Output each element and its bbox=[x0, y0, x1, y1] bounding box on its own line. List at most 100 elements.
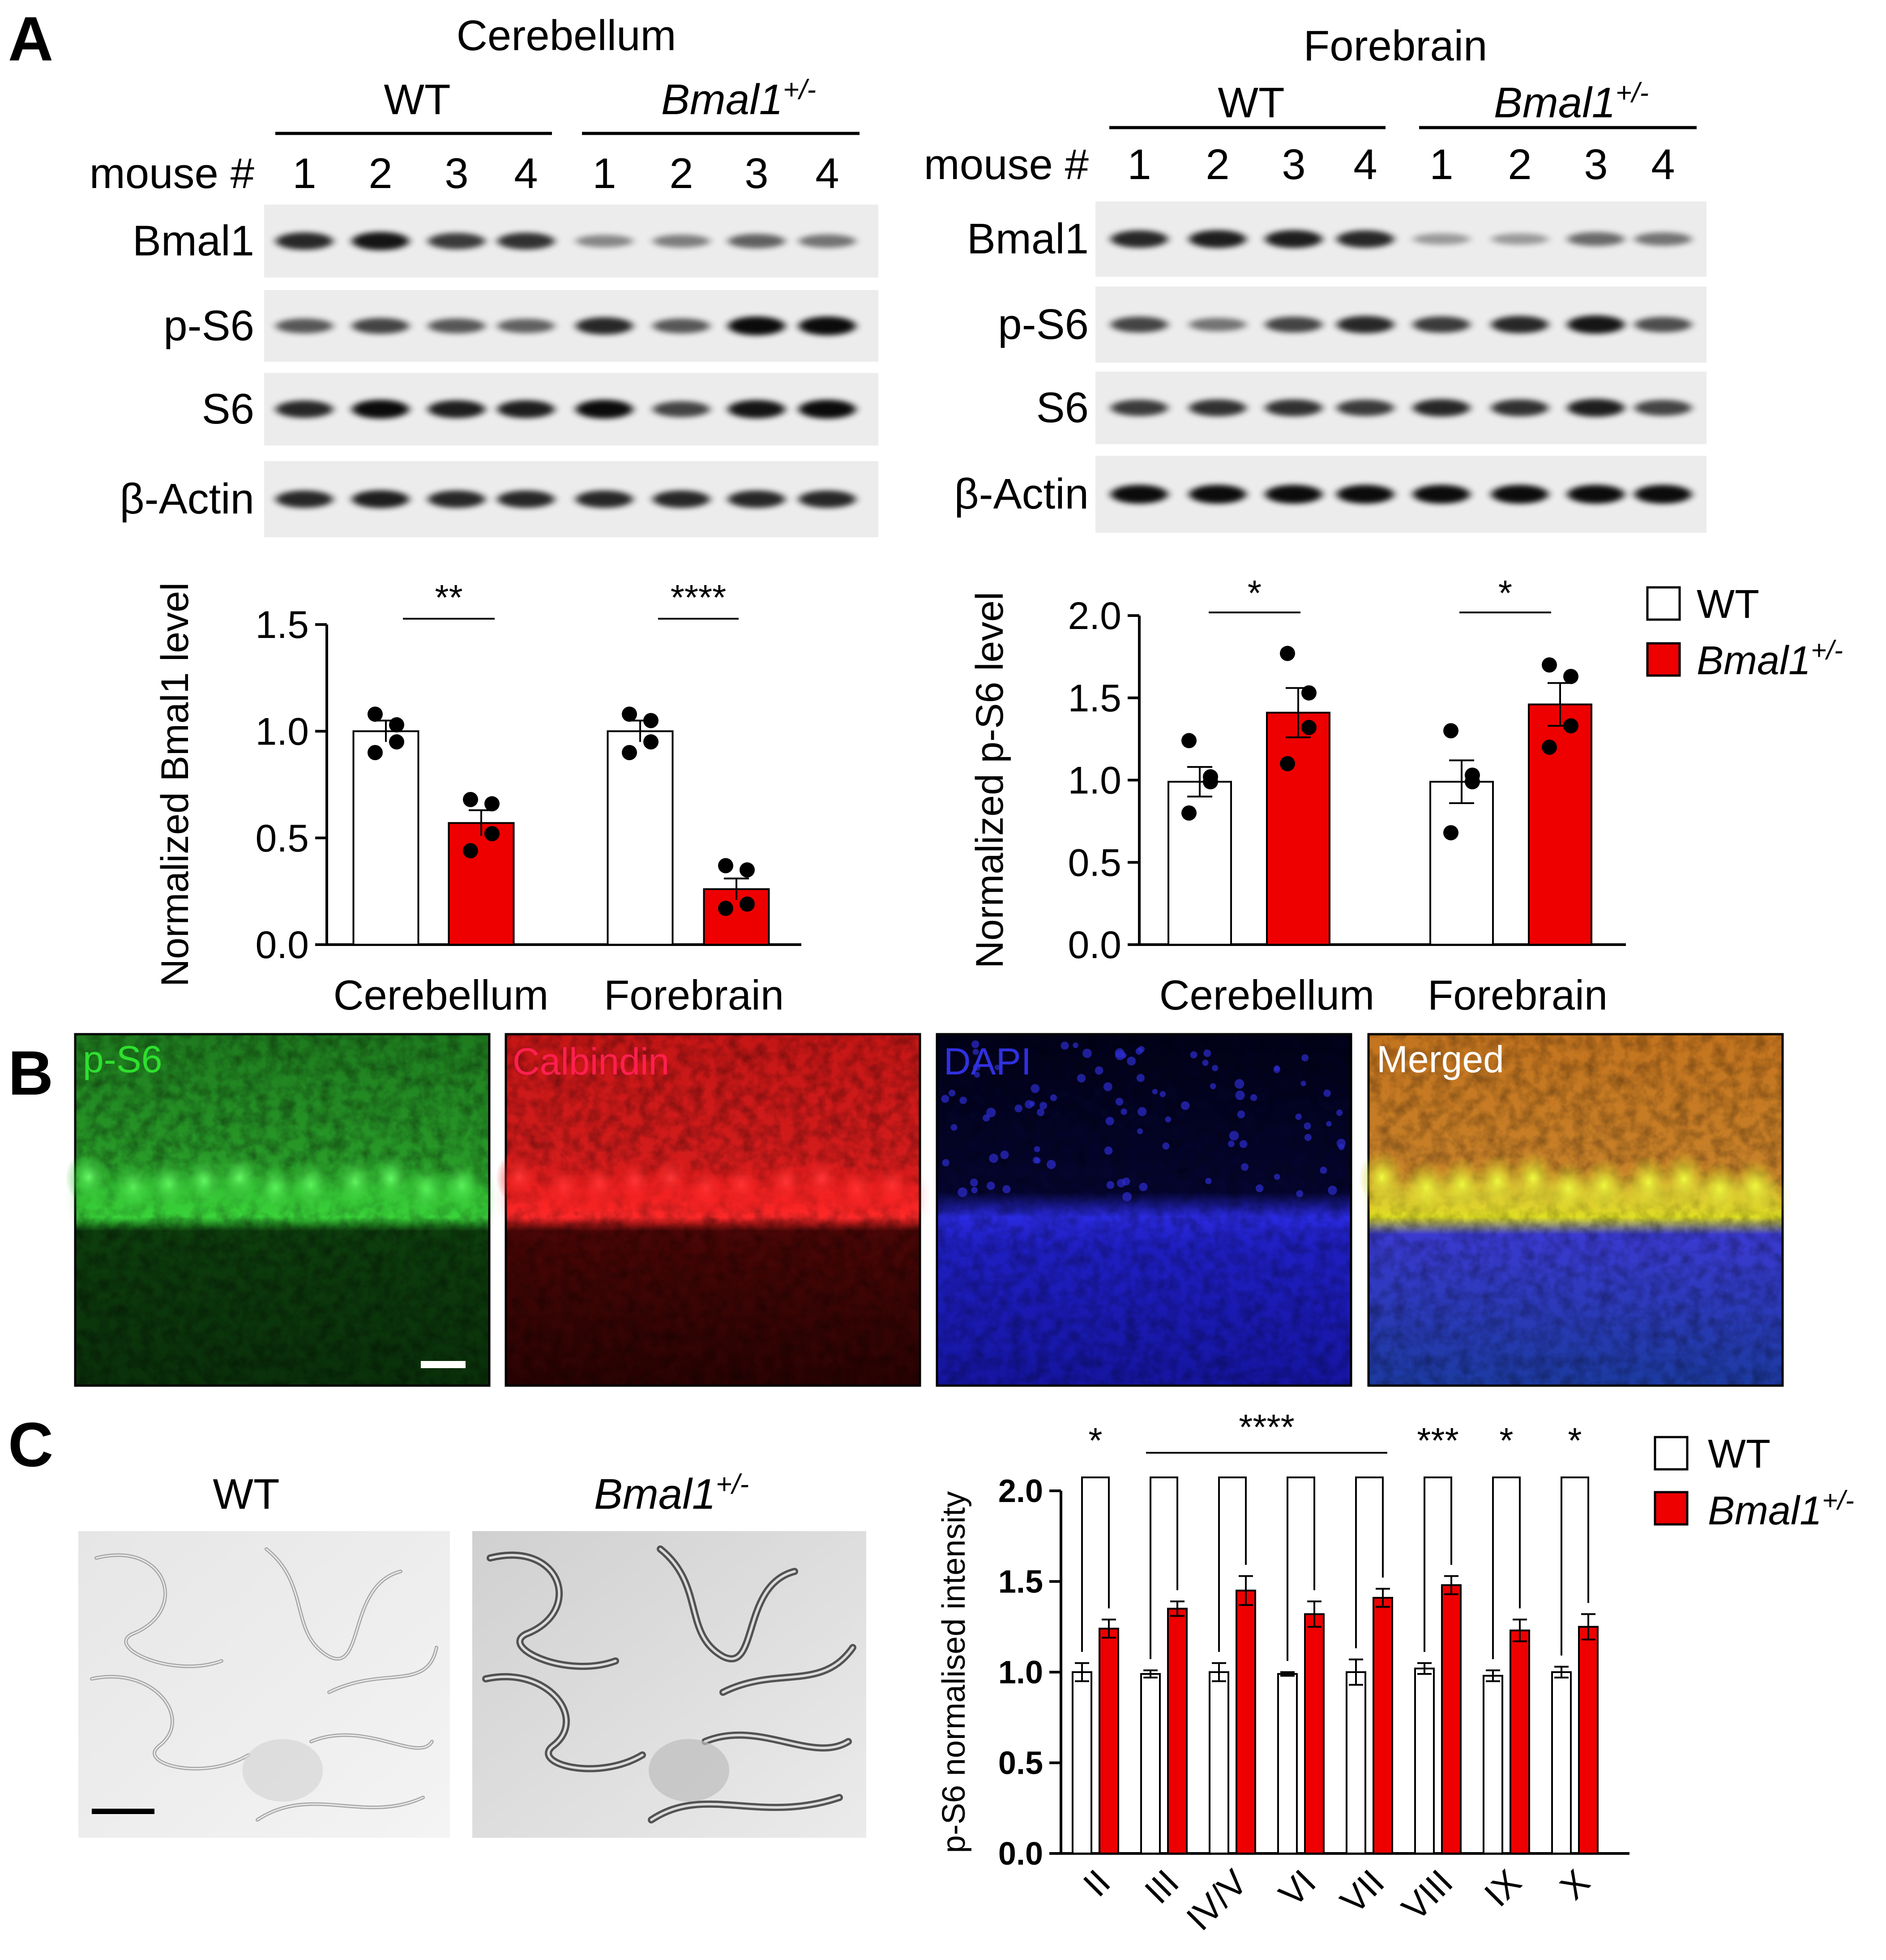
data-point bbox=[1203, 774, 1218, 790]
lane-number: 1 bbox=[292, 150, 316, 197]
category-label: Cerebellum bbox=[1159, 971, 1375, 1019]
blot-row-labels: Bmal1 p-S6 S6 β-Actin bbox=[120, 217, 254, 523]
bar bbox=[1414, 1667, 1435, 1854]
legend-wt-label: WT bbox=[1697, 582, 1759, 627]
significance-bracket bbox=[1492, 1476, 1521, 1659]
legend-bmal-label: Bmal1+/- bbox=[1697, 635, 1843, 684]
significance-bracket bbox=[1081, 1476, 1110, 1652]
significance-bracket bbox=[1561, 1476, 1589, 1656]
category-label: II bbox=[1076, 1862, 1118, 1904]
blot-band bbox=[576, 317, 633, 335]
chart-normalized-ps6: 0.0 0.5 1.0 1.5 2.0 Normalized p-S6 level Cere… bbox=[968, 573, 1626, 1019]
bar bbox=[1236, 1589, 1256, 1854]
y-tick-label: 0.5 bbox=[255, 817, 309, 860]
category-label: IX bbox=[1477, 1862, 1529, 1914]
blot-band bbox=[653, 318, 710, 334]
significance-stars: * bbox=[1498, 573, 1512, 613]
group-label-wt: WT bbox=[1218, 79, 1284, 127]
bar bbox=[1429, 781, 1494, 946]
significance-stars: * bbox=[1568, 1421, 1582, 1460]
blot-band bbox=[653, 235, 710, 248]
chart-normalized-bmal1: 0.0 0.5 1.0 1.5 Normalized Bmal1 level Cerebe… bbox=[154, 578, 801, 1019]
lane-number: 4 bbox=[815, 150, 839, 197]
y-tick-label: 0.5 bbox=[998, 1746, 1043, 1781]
blot-band bbox=[728, 234, 785, 248]
lane-number: 4 bbox=[1651, 141, 1675, 188]
data-point bbox=[643, 713, 659, 728]
channel-label-dapi: DAPI bbox=[944, 1040, 1031, 1083]
bar bbox=[1167, 1608, 1188, 1854]
bar bbox=[1168, 781, 1232, 946]
category-label: Forebrain bbox=[1428, 971, 1608, 1019]
mouse-number-label: mouse # bbox=[90, 150, 254, 197]
blot-band bbox=[1111, 230, 1168, 248]
data-point bbox=[1301, 685, 1317, 701]
y-tick-label: 0.0 bbox=[255, 924, 309, 967]
y-tick-label: 2.0 bbox=[998, 1473, 1043, 1509]
significance-bracket bbox=[1424, 1476, 1452, 1652]
legend-wt-label: WT bbox=[1708, 1432, 1771, 1476]
blot-band bbox=[497, 232, 555, 250]
data-point bbox=[368, 745, 383, 760]
micrograph-calbindin: Calbindin bbox=[496, 1033, 921, 1387]
blot-membranes bbox=[264, 205, 878, 537]
blot-band bbox=[1634, 485, 1692, 504]
legend-wt-swatch bbox=[1654, 1436, 1689, 1471]
legend-panel-c: WT Bmal1+/- bbox=[1654, 1432, 1854, 1533]
blot-row-label: p-S6 bbox=[998, 300, 1089, 348]
lane-number: 3 bbox=[445, 150, 468, 197]
data-point bbox=[1542, 657, 1557, 673]
significance-stars: *** bbox=[1417, 1421, 1458, 1460]
blot-band bbox=[576, 490, 633, 508]
blot-band bbox=[799, 490, 856, 508]
blot-band bbox=[1337, 485, 1394, 504]
blot-band bbox=[1189, 485, 1246, 504]
blot-band bbox=[1265, 230, 1322, 248]
lane-number: 3 bbox=[1584, 141, 1608, 188]
blot-band bbox=[1337, 399, 1394, 416]
bar bbox=[1483, 1675, 1503, 1855]
bar bbox=[1578, 1626, 1599, 1854]
blot-band bbox=[1413, 316, 1470, 333]
significance-stars: **** bbox=[1239, 1407, 1295, 1447]
data-point bbox=[389, 734, 404, 750]
bar bbox=[1441, 1584, 1462, 1855]
legend-bmal-swatch bbox=[1654, 1491, 1689, 1526]
group-label-wt: WT bbox=[384, 76, 450, 124]
bar bbox=[1373, 1596, 1393, 1854]
data-point bbox=[463, 843, 478, 859]
bar bbox=[1510, 1629, 1530, 1855]
blot-row-labels: Bmal1 p-S6 S6 β-Actin bbox=[954, 215, 1089, 518]
data-point bbox=[484, 826, 500, 842]
legend-bmal-swatch bbox=[1646, 642, 1681, 677]
data-point bbox=[1301, 719, 1317, 735]
blot-band bbox=[728, 490, 785, 508]
blot-band bbox=[1634, 232, 1692, 246]
blot-band bbox=[653, 490, 710, 508]
blot-band bbox=[1567, 485, 1625, 504]
blot-band bbox=[1491, 316, 1548, 334]
data-point bbox=[1181, 805, 1197, 821]
section-label-wt: WT bbox=[213, 1470, 279, 1518]
y-tick-label: 0.0 bbox=[1068, 924, 1121, 967]
blot-band bbox=[1337, 316, 1394, 334]
significance-stars: * bbox=[1499, 1421, 1513, 1460]
blot-band bbox=[1111, 317, 1168, 333]
bar bbox=[1551, 1671, 1572, 1854]
blot-membranes bbox=[1095, 201, 1706, 533]
data-point bbox=[1443, 825, 1458, 841]
blot-band bbox=[728, 400, 785, 419]
data-point bbox=[622, 745, 637, 760]
blot-row-label: S6 bbox=[1036, 384, 1089, 432]
bar bbox=[1266, 711, 1330, 946]
y-tick-label: 2.0 bbox=[1068, 595, 1121, 638]
bar bbox=[1140, 1673, 1161, 1855]
y-axis-label: Normalized p-S6 level bbox=[968, 592, 1011, 968]
blot-band bbox=[428, 400, 485, 418]
blot-band bbox=[653, 401, 710, 417]
micrograph-merged: Merged bbox=[1359, 1033, 1784, 1387]
